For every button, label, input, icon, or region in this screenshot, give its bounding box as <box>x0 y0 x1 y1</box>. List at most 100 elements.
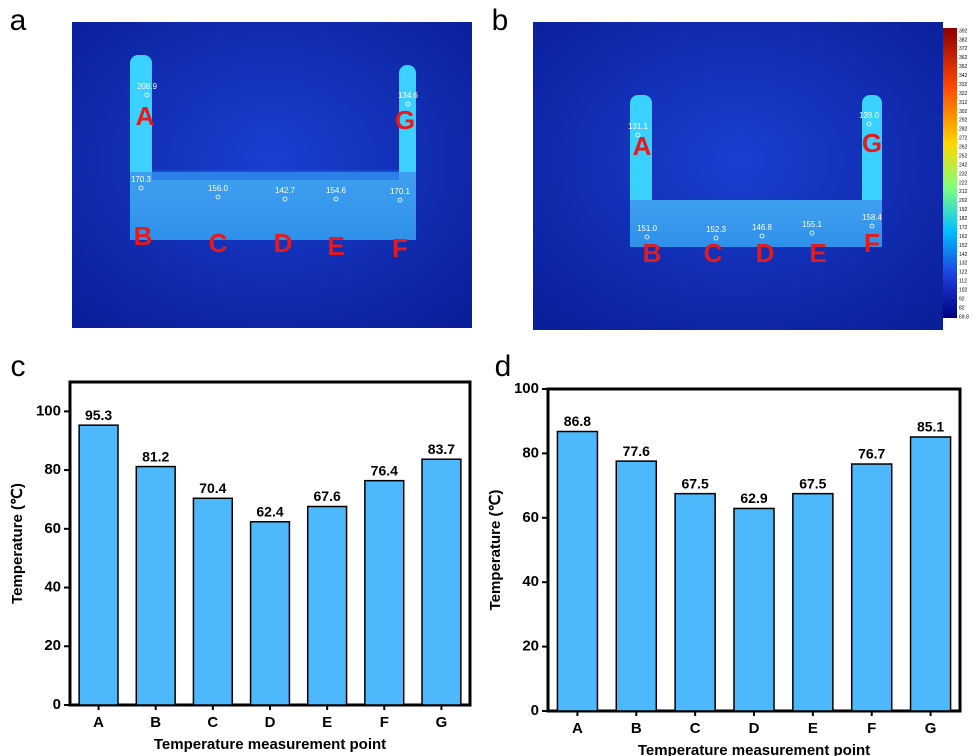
value-label: 85.1 <box>917 419 944 435</box>
colorbar-label: 212 <box>959 189 968 195</box>
colorbar-label: 122 <box>959 270 968 276</box>
colorbar-label: 312 <box>959 100 968 106</box>
colorbar-label: 332 <box>959 82 968 88</box>
colorbar-label: 322 <box>959 91 968 97</box>
colorbar-label: 382 <box>959 37 968 43</box>
point-label: B <box>134 221 153 251</box>
value-label: 62.4 <box>256 503 283 519</box>
bar <box>615 460 658 712</box>
value-label: 83.7 <box>428 441 455 457</box>
marker <box>635 132 641 138</box>
point-label: G <box>862 128 882 158</box>
colorbar-label: 252 <box>959 153 968 159</box>
value-label: 77.6 <box>623 443 650 459</box>
y-tick-label: 100 <box>36 402 61 419</box>
point-label: D <box>274 228 293 258</box>
bar <box>306 505 348 706</box>
reading: 139.0 <box>859 111 880 120</box>
panel-label: c <box>11 350 26 383</box>
x-tick-label: G <box>436 714 448 731</box>
colorbar-label: 202 <box>959 198 968 204</box>
value-label: 86.8 <box>564 413 591 429</box>
value-label: 76.7 <box>858 446 885 462</box>
bar <box>135 465 176 706</box>
x-axis-label: Temperature measurement point <box>638 742 870 756</box>
reading: 155.1 <box>802 220 823 229</box>
point-label: F <box>392 233 408 263</box>
colorbar-label: 342 <box>959 73 968 79</box>
colorbar-label: 102 <box>959 288 968 294</box>
y-tick-label: 20 <box>44 637 61 654</box>
y-tick-label: 0 <box>53 696 61 713</box>
marker <box>866 121 872 127</box>
colorbar-label: 112 <box>959 279 967 285</box>
reading: 170.1 <box>390 187 411 196</box>
marker <box>215 194 221 200</box>
reading: 146.8 <box>752 223 773 232</box>
marker <box>809 230 815 236</box>
x-tick-label: E <box>322 714 332 731</box>
reading: 154.6 <box>326 186 347 195</box>
colorbar-label: 392 <box>959 28 968 34</box>
colorbar-label: 92 <box>959 296 965 302</box>
bar <box>556 430 599 712</box>
bar <box>192 497 234 706</box>
colorbar-label: 232 <box>959 171 968 177</box>
y-axis-label: Temperature (℃) <box>9 483 26 604</box>
reading: 156.0 <box>208 184 229 193</box>
panel-label: a <box>10 4 27 37</box>
y-tick-label: 80 <box>44 461 61 478</box>
marker <box>333 196 339 202</box>
x-tick-label: E <box>808 720 818 737</box>
point-label: C <box>209 228 228 258</box>
x-tick-label: B <box>631 720 642 737</box>
value-label: 76.4 <box>371 462 398 478</box>
point-label: E <box>809 238 826 268</box>
bar <box>909 436 952 712</box>
y-tick-label: 0 <box>531 702 539 719</box>
value-label: 81.2 <box>142 448 169 464</box>
colorbar-label: 162 <box>959 234 968 240</box>
panel-label: b <box>492 4 509 37</box>
colorbar-label: 192 <box>959 207 968 213</box>
colorbar-label: 242 <box>959 162 968 168</box>
thermal-image <box>72 22 472 328</box>
colorbar-label: 182 <box>959 216 968 222</box>
marker <box>144 92 150 98</box>
value-label: 67.5 <box>799 475 826 491</box>
y-tick-label: 60 <box>44 520 61 537</box>
x-tick-label: C <box>690 720 701 737</box>
point-label: E <box>327 231 344 261</box>
x-tick-label: B <box>150 714 161 731</box>
colorbar-label: 362 <box>959 55 968 61</box>
thermal-image <box>533 22 957 330</box>
reading: 152.3 <box>706 225 727 234</box>
colorbar <box>943 28 957 318</box>
y-axis-label: Temperature (℃) <box>487 490 504 611</box>
colorbar-label: 292 <box>959 118 968 124</box>
panel-label: d <box>495 350 512 383</box>
colorbar-label: 372 <box>959 46 968 52</box>
point-label: G <box>395 105 415 135</box>
colorbar-label: 69.8 <box>959 314 969 320</box>
colorbar-label: 132 <box>959 261 968 267</box>
value-label: 67.6 <box>314 488 341 504</box>
reading: 134.6 <box>398 91 419 100</box>
value-label: 62.9 <box>740 490 767 506</box>
marker <box>713 235 719 241</box>
reading: 158.4 <box>862 213 883 222</box>
colorbar-label: 172 <box>959 225 968 231</box>
point-label: D <box>756 238 775 268</box>
colorbar-label: 282 <box>959 127 968 133</box>
x-tick-label: G <box>925 720 937 737</box>
x-tick-label: A <box>572 720 583 737</box>
point-label: A <box>633 131 652 161</box>
bar <box>850 463 893 712</box>
y-tick-label: 60 <box>522 509 539 526</box>
x-tick-label: D <box>749 720 760 737</box>
point-label: F <box>864 228 880 258</box>
bar <box>78 424 119 706</box>
y-tick-label: 80 <box>522 444 539 461</box>
x-tick-label: A <box>93 714 104 731</box>
